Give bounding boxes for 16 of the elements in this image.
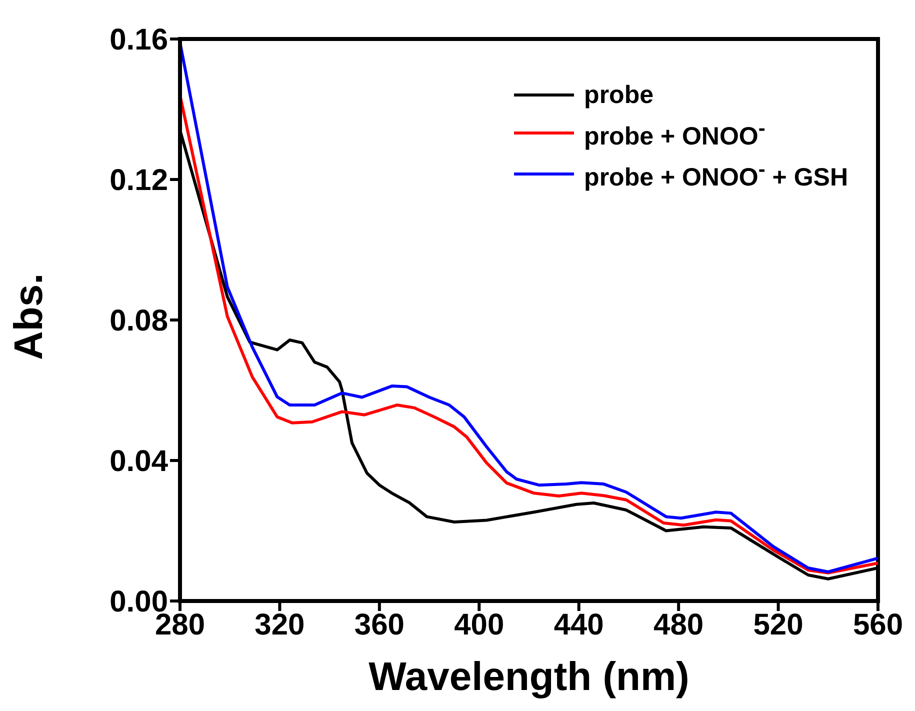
y-tick-label: 0.08 — [110, 304, 168, 338]
x-tick-label: 440 — [554, 608, 604, 642]
x-tick-label: 560 — [852, 608, 904, 642]
x-axis-title: Wavelength (nm) — [368, 655, 690, 699]
y-tick-label: 0.16 — [110, 24, 168, 57]
y-tick-label: 0.04 — [110, 445, 168, 478]
y-axis-title: Abs. — [7, 273, 52, 360]
x-tick-label: 400 — [454, 608, 504, 642]
legend-label: probe + ONOO$^{-}$ + GSH — [584, 157, 848, 194]
y-tick-label: 0.12 — [110, 164, 168, 198]
legend-label: probe — [584, 80, 654, 111]
x-tick-label: 520 — [753, 608, 804, 642]
x-tick-label: 320 — [254, 608, 305, 642]
legend-label: probe + ONOO$^{-}$ — [584, 116, 766, 152]
x-tick-label: 480 — [654, 608, 704, 642]
x-tick-label: 360 — [354, 608, 404, 642]
